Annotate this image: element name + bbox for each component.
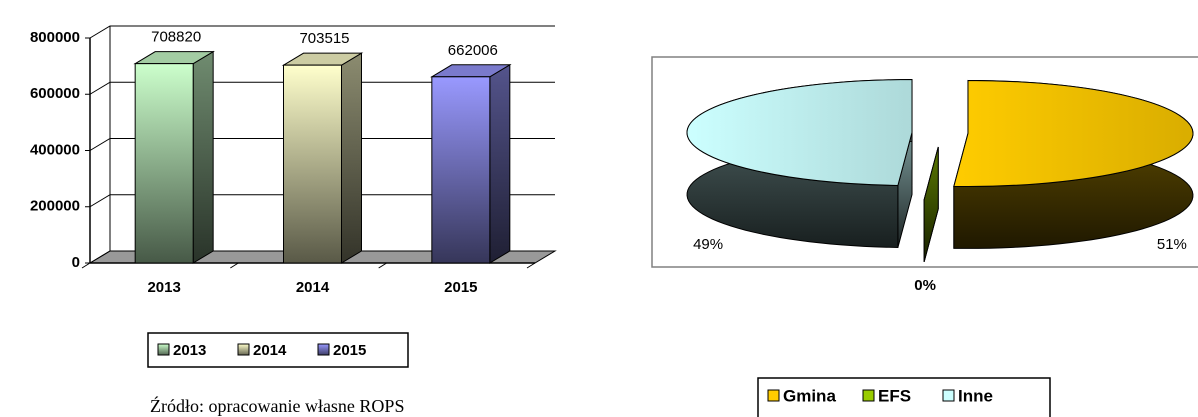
grid-line <box>89 81 555 95</box>
x-tick <box>526 262 536 269</box>
source-note: Źródło: opracowanie własne ROPS <box>150 395 404 416</box>
x-tick-label: 2015 <box>444 279 477 296</box>
y-tick-label: 600000 <box>30 85 80 102</box>
legend-swatch <box>767 389 780 402</box>
grid-line <box>89 138 555 151</box>
y-tick-label: 800000 <box>30 29 80 46</box>
legend-swatch <box>862 389 875 402</box>
data-label: 708820 <box>151 29 201 46</box>
data-label: 662006 <box>448 42 498 59</box>
bar-side <box>341 52 362 264</box>
y-tick-label: 200000 <box>30 198 80 215</box>
data-label: 51% <box>1157 236 1187 253</box>
x-tick-label: 2013 <box>147 279 180 296</box>
bar <box>283 64 342 264</box>
legend-box <box>147 332 409 368</box>
slice-face <box>923 146 939 262</box>
legend-label: 2015 <box>333 342 366 359</box>
legend-swatch <box>942 389 955 402</box>
y-tick-label: 400000 <box>30 141 80 158</box>
legend-label: Gmina <box>783 386 836 405</box>
grid-line <box>89 25 555 39</box>
y-tick-label: 0 <box>72 254 80 271</box>
x-tick <box>378 262 387 269</box>
grid-line <box>89 194 555 208</box>
grid-line <box>89 250 555 264</box>
data-label: 703515 <box>299 30 349 47</box>
data-label: 0% <box>914 277 936 294</box>
legend-box <box>757 377 1051 417</box>
legend-label: 2014 <box>253 342 287 359</box>
x-tick <box>81 262 91 269</box>
bar-chart: 0 200000 400000 600000 800000 708820 2013 70351… <box>30 25 557 368</box>
x-tick-label: 2014 <box>296 279 330 296</box>
legend-label: Inne <box>958 386 993 405</box>
x-tick <box>230 262 239 269</box>
bar-side <box>489 63 511 264</box>
data-label: 49% <box>693 236 723 253</box>
bar-side <box>192 50 214 264</box>
bar <box>431 76 491 264</box>
legend-label: 2013 <box>173 342 206 359</box>
legend-swatch <box>157 343 170 356</box>
bar <box>134 63 194 264</box>
slice <box>686 79 913 186</box>
legend-label: EFS <box>878 386 911 405</box>
pie-chart: 51% 0% 49% Gmina EFS Inne <box>686 79 1194 417</box>
pie-frame <box>651 56 1198 268</box>
slice <box>953 79 1194 187</box>
legend-swatch <box>317 343 330 356</box>
legend-swatch <box>237 343 250 356</box>
